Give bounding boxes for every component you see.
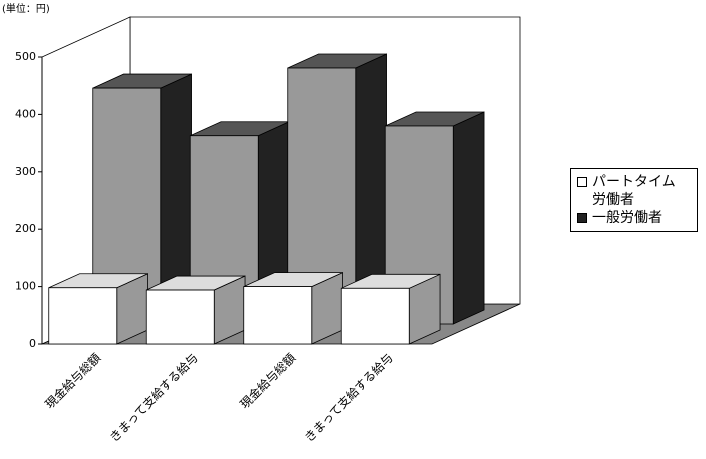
- unit-label: (単位：円): [2, 2, 50, 15]
- y-tick-label: 0: [29, 337, 36, 350]
- bar: [243, 286, 313, 345]
- legend-swatch: [577, 177, 587, 187]
- legend-label: パートタイム労働者: [592, 174, 676, 208]
- y-tick-label: 400: [15, 107, 36, 120]
- legend-item: 一般労働者: [575, 209, 693, 227]
- legend-swatch: [577, 213, 587, 223]
- legend: パートタイム労働者一般労働者: [570, 168, 698, 232]
- y-tick-label: 300: [15, 165, 36, 178]
- bar-side: [452, 111, 485, 325]
- bar: [145, 289, 215, 345]
- bar: [48, 287, 118, 345]
- x-tick-label: きまって支給する給与: [107, 351, 201, 445]
- y-tick-label: 200: [15, 222, 36, 235]
- legend-item: パートタイム労働者: [575, 173, 693, 209]
- y-tick-label: 500: [15, 50, 36, 63]
- bar: [340, 287, 410, 345]
- x-tick-label: 現金給与総額: [42, 350, 104, 412]
- x-tick-label: きまって支給する給与: [302, 351, 396, 445]
- x-tick-label: 現金給与総額: [237, 350, 299, 412]
- y-tick-label: 100: [15, 280, 36, 293]
- legend-label: 一般労働者: [592, 210, 662, 226]
